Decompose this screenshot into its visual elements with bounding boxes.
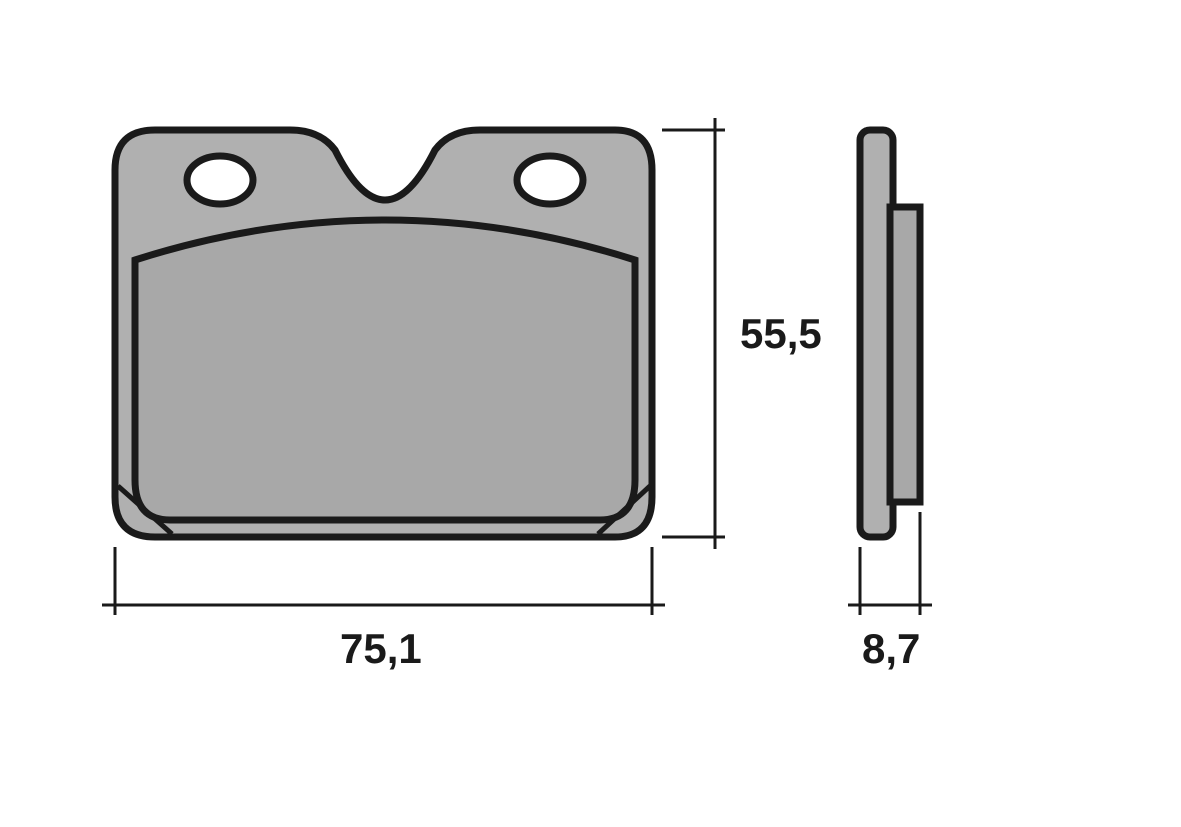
friction-pad xyxy=(135,220,635,520)
mounting-hole-right xyxy=(517,156,583,204)
front-view xyxy=(115,130,652,537)
dimension-width xyxy=(102,547,665,615)
side-view xyxy=(860,130,920,537)
side-friction-pad xyxy=(890,207,920,502)
mounting-hole-left xyxy=(187,156,253,204)
dimension-width-label: 75,1 xyxy=(340,625,422,673)
dimension-height-label: 55,5 xyxy=(740,310,822,358)
brake-pad-diagram: 75,1 55,5 8,7 xyxy=(0,0,1181,827)
diagram-svg xyxy=(0,0,1181,827)
dimension-height xyxy=(662,118,725,549)
dimension-thickness-label: 8,7 xyxy=(862,625,920,673)
